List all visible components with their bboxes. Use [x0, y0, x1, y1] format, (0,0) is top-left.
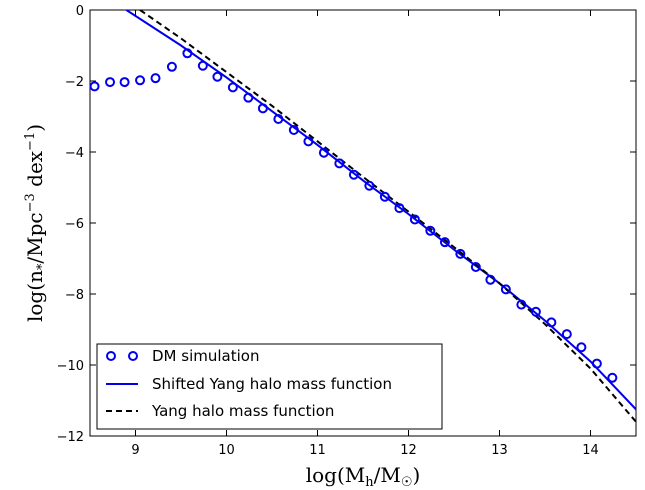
dm-simulation-point [212, 71, 223, 82]
dm-simulation-point [150, 73, 161, 84]
ticks-layer: 9 10 11 12 13 14 0 −2 −4 −6 −8 −10 −12 [57, 4, 636, 458]
dm-simulation-point [607, 372, 618, 383]
legend: DM simulation Shifted Yang halo mass func… [96, 343, 443, 430]
y-tick-label: −6 [65, 217, 84, 232]
legend-label: Shifted Yang halo mass function [152, 375, 392, 393]
dm-simulation-point [576, 342, 587, 353]
dm-simulation-point [105, 77, 116, 88]
x-tick-label: 10 [218, 443, 235, 458]
dm-simulation-point [516, 299, 527, 310]
dm-simulation-point [561, 329, 572, 340]
y-tick-label: −2 [65, 75, 84, 90]
dm-simulation-point [546, 317, 557, 328]
dm-simulation-point [318, 147, 329, 158]
dm-simulation-point [119, 77, 130, 88]
dm-simulation-point [455, 248, 466, 259]
x-tick-label: 13 [491, 443, 508, 458]
dm-simulation-point [273, 113, 284, 124]
x-axis-label: log(Mh/M☉) [306, 463, 421, 490]
x-tick-label: 12 [400, 443, 417, 458]
dm-simulation-point [364, 180, 375, 191]
dm-simulation-point [394, 203, 405, 214]
series-layer [89, 10, 636, 423]
legend-items: DM simulation Shifted Yang halo mass func… [106, 347, 392, 420]
dm-simulation-point [288, 124, 299, 135]
dm-simulation-point [89, 81, 100, 92]
y-tick-label: −12 [57, 430, 84, 445]
legend-box [96, 343, 443, 430]
dm-simulation-point [591, 358, 602, 369]
dm-simulation-point [530, 306, 541, 317]
dm-simulation-point [135, 75, 146, 86]
legend-marker-dm-simulation [106, 351, 116, 361]
dm-simulation-point [182, 48, 193, 59]
dm-simulation-point [303, 136, 314, 147]
x-tick-label: 9 [131, 443, 139, 458]
dm-simulation-point [197, 60, 208, 71]
legend-label: Yang halo mass function [151, 402, 334, 420]
dm-simulation-point [227, 82, 238, 93]
y-tick-label: −4 [65, 146, 84, 161]
x-tick-label: 11 [309, 443, 326, 458]
legend-label: DM simulation [152, 347, 259, 365]
x-tick-label: 14 [582, 443, 599, 458]
yang-hmf-line [139, 10, 636, 423]
dm-simulation-point [439, 237, 450, 248]
dm-simulation-point [243, 92, 254, 103]
dm-simulation-point [500, 284, 511, 295]
dm-simulation-point [257, 103, 268, 114]
dm-simulation-point [334, 158, 345, 169]
legend-marker-dm-simulation [128, 351, 138, 361]
dm-simulation-point [485, 274, 496, 285]
y-axis-label: log(n*/Mpc−3 dex−1) [23, 124, 50, 322]
dm-simulation-point [379, 191, 390, 202]
dm-simulation-point [470, 262, 481, 273]
dm-simulation-point [348, 169, 359, 180]
y-tick-label: −8 [65, 288, 84, 303]
dm-simulation-point [425, 225, 436, 236]
dm-simulation-point [409, 214, 420, 225]
dm-simulation-point [166, 61, 177, 72]
y-tick-label: −10 [57, 359, 84, 374]
y-tick-label: 0 [76, 4, 84, 19]
